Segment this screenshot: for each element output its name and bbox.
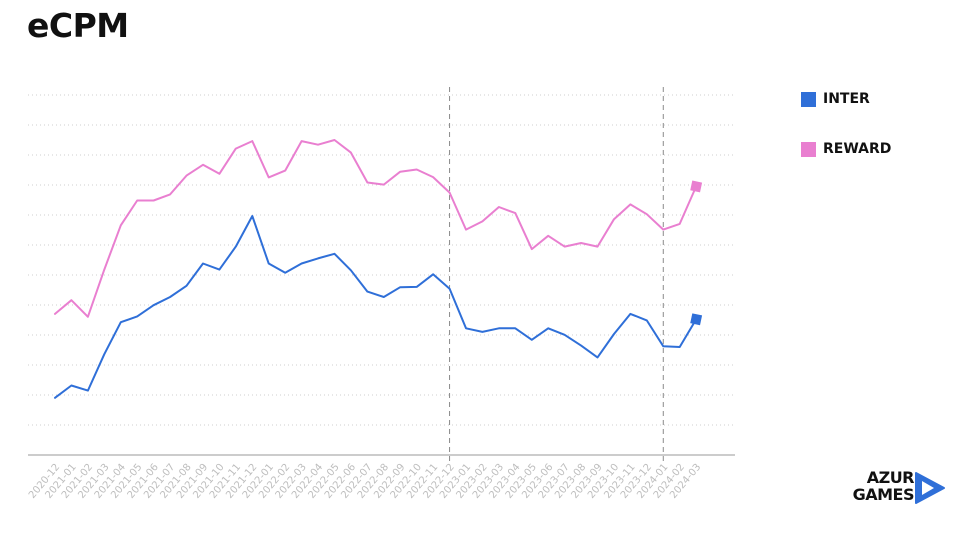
legend-label-reward: REWARD <box>823 141 892 157</box>
series-end-marker-inter <box>690 313 703 326</box>
series-lines <box>54 139 703 399</box>
legend-item-inter[interactable]: INTER <box>801 89 941 109</box>
legend-swatch-reward <box>801 141 816 157</box>
legend-label-inter: INTER <box>823 91 870 107</box>
azur-games-logo: AZUR GAMES <box>842 469 948 509</box>
legend: INTER REWARD <box>801 89 941 189</box>
x-axis: 2020-122021-012021-022021-032021-042021-… <box>27 454 735 501</box>
series-line-inter <box>54 215 698 399</box>
legend-item-reward[interactable]: REWARD <box>801 139 941 159</box>
logo-wordmark: AZUR GAMES <box>842 468 915 504</box>
play-triangle-icon <box>915 472 945 504</box>
logo-line-2: GAMES <box>852 485 915 504</box>
series-line-reward <box>54 139 698 318</box>
logo-line-1: AZUR <box>866 468 915 487</box>
series-end-marker-reward <box>690 180 703 193</box>
gridlines <box>28 94 735 426</box>
chart-title: eCPM <box>27 6 129 45</box>
legend-swatch-inter <box>801 91 816 107</box>
